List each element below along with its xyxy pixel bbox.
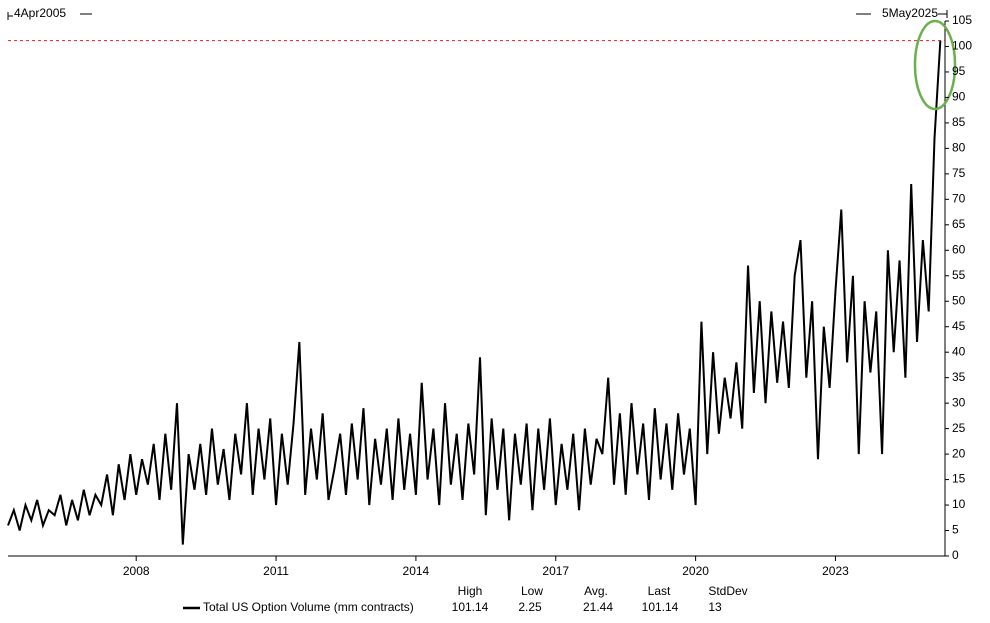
y-tick-label: 40 (952, 344, 966, 358)
end-date: 5May2025 (882, 6, 938, 20)
x-tick-label: 2011 (263, 564, 289, 578)
y-tick-label: 0 (952, 548, 959, 562)
stat-header: High (458, 584, 483, 598)
stat-header: StdDev (708, 584, 747, 598)
legend-label: Total US Option Volume (mm contracts) (203, 600, 414, 614)
y-tick-label: 70 (952, 192, 966, 206)
y-tick-label: 25 (952, 421, 966, 435)
x-tick-label: 2008 (123, 564, 150, 578)
x-tick-label: 2023 (822, 564, 849, 578)
y-tick-label: 65 (952, 217, 966, 231)
highlight-ellipse (913, 19, 957, 111)
stat-header: Avg. (584, 584, 608, 598)
stat-value: 101.14 (452, 600, 489, 614)
y-tick-label: 105 (952, 13, 972, 27)
y-tick-label: 30 (952, 395, 966, 409)
y-tick-label: 45 (952, 319, 966, 333)
y-tick-label: 50 (952, 293, 966, 307)
stat-header: Low (521, 584, 543, 598)
stat-value: 21.44 (583, 600, 613, 614)
x-tick-label: 2017 (542, 564, 569, 578)
stat-value: 2.25 (518, 600, 542, 614)
y-tick-label: 60 (952, 242, 966, 256)
y-tick-label: 35 (952, 370, 966, 384)
y-tick-label: 20 (952, 446, 966, 460)
y-tick-label: 90 (952, 90, 966, 104)
y-tick-label: 100 (952, 39, 972, 53)
y-tick-label: 5 (952, 523, 959, 537)
y-tick-label: 75 (952, 166, 966, 180)
y-tick-label: 15 (952, 472, 966, 486)
stat-header: Last (648, 584, 671, 598)
y-tick-label: 95 (952, 64, 966, 78)
start-date: 4Apr2005 (14, 6, 66, 20)
series-line (7, 40, 942, 545)
x-tick-label: 2014 (403, 564, 430, 578)
y-tick-label: 80 (952, 141, 966, 155)
x-tick-label: 2020 (682, 564, 709, 578)
y-tick-label: 85 (952, 115, 966, 129)
stat-value: 13 (708, 600, 722, 614)
y-tick-label: 10 (952, 497, 966, 511)
y-tick-label: 55 (952, 268, 966, 282)
stat-value: 101.14 (642, 600, 679, 614)
